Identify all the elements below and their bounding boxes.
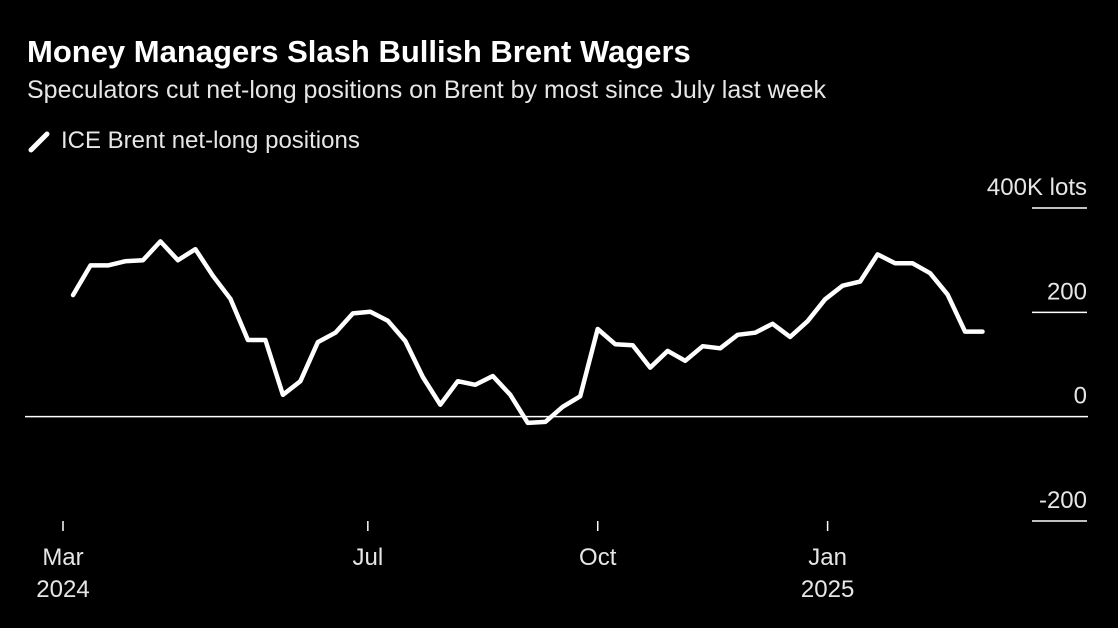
x-tick-label: Jul (353, 544, 384, 571)
y-axis-labels: 400K lots 200 0 -200 (987, 174, 1087, 514)
y-tick-label: -200 (1039, 487, 1087, 514)
legend-label: ICE Brent net-long positions (61, 127, 360, 154)
legend-line-swatch-icon (27, 128, 53, 154)
series-line-brent-net-long (70, 239, 985, 426)
series-group (70, 239, 985, 426)
y-gridlines (1032, 207, 1087, 522)
x-tick-label: Jan (808, 544, 847, 571)
y-tick-label: 0 (1074, 383, 1087, 410)
x-axis: Mar 2024 Jul Oct Jan 2025 (36, 521, 854, 603)
x-tick-label: Oct (579, 544, 617, 571)
y-tick-label: 200 (1047, 278, 1087, 305)
y-tick-label: 400K lots (987, 174, 1087, 201)
legend: ICE Brent net-long positions (27, 127, 360, 155)
x-tick-year-label: 2025 (801, 576, 854, 603)
chart-subtitle: Speculators cut net-long positions on Br… (27, 76, 827, 104)
x-tick-label: Mar (42, 544, 83, 571)
x-tick-year-label: 2024 (36, 576, 89, 603)
chart-title: Money Managers Slash Bullish Brent Wager… (27, 34, 691, 69)
